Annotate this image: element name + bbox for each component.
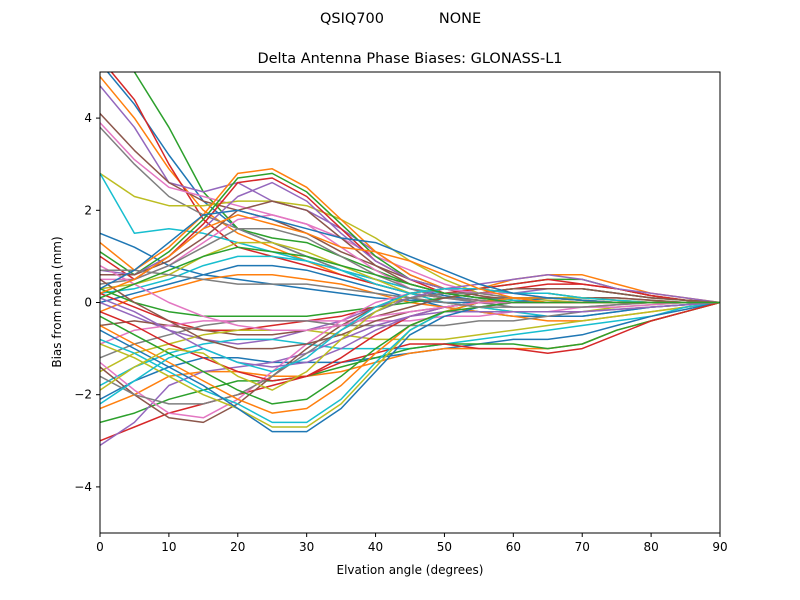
x-tick-label: 50	[437, 540, 452, 554]
x-tick-label: 80	[643, 540, 658, 554]
series-line-26	[100, 287, 720, 336]
y-axis-ticks: −4 −2 0 2 4	[74, 111, 100, 494]
y-tick-label: −4	[74, 480, 92, 494]
y-tick-label: 4	[84, 111, 92, 125]
y-axis-label: Bias from mean (mm)	[50, 236, 64, 367]
y-tick-label: −2	[74, 388, 92, 402]
x-tick-label: 70	[575, 540, 590, 554]
suptitle-left: QSIQ700	[320, 11, 384, 27]
plot-frame	[99, 71, 721, 534]
chart-title: Delta Antenna Phase Biases: GLONASS-L1	[257, 51, 562, 67]
x-tick-label: 20	[230, 540, 245, 554]
x-tick-label: 10	[161, 540, 176, 554]
series-layer	[100, 72, 720, 447]
x-tick-label: 90	[712, 540, 727, 554]
x-axis-label: Elvation angle (degrees)	[337, 563, 484, 577]
x-tick-label: 40	[368, 540, 383, 554]
series-line-53	[100, 246, 720, 304]
x-tick-label: 0	[96, 540, 104, 554]
x-axis-ticks: 0 10 20 30 40 50 60 70 80 90	[96, 533, 728, 554]
x-tick-label: 60	[506, 540, 521, 554]
y-tick-label: 0	[84, 296, 92, 310]
series-line-29	[100, 301, 720, 373]
suptitle-right: NONE	[439, 11, 481, 27]
x-tick-label: 30	[299, 540, 314, 554]
series-line-50	[100, 287, 720, 405]
y-tick-label: 2	[84, 203, 92, 217]
series-line-48	[100, 269, 720, 308]
series-line-27	[100, 301, 720, 345]
